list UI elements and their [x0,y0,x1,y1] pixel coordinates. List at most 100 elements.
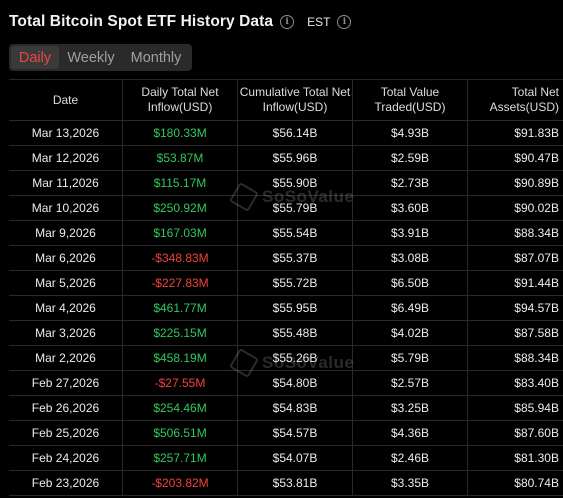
table-row: Mar 9,2026 $167.03M $55.54B $3.91B $88.34B [9,221,563,246]
column-header-net-assets[interactable]: Total Net Assets(USD) [489,85,559,114]
info-icon[interactable]: i [280,15,295,29]
cell-daily-inflow: $506.51M [123,421,238,445]
table-body: Mar 13,2026 $180.33M $56.14B $4.93B $91.83B M… [9,121,563,496]
cell-value-traded: $2.73B [353,171,468,195]
cell-date: Mar 11,2026 [9,171,123,195]
cell-date: Mar 4,2026 [9,296,123,320]
cell-value-traded: $6.50B [353,271,468,295]
column-header-cumulative-inflow[interactable]: Cumulative Total Net Inflow(USD) [238,80,353,120]
cell-value-traded: $3.25B [353,396,468,420]
cell-net-assets: $83.40B [514,376,559,390]
cell-cumulative-inflow: $53.81B [238,471,353,495]
table-row: Feb 24,2026 $257.71M $54.07B $2.46B $81.30B [9,446,563,471]
cell-daily-inflow: $250.92M [123,196,238,220]
column-header-date[interactable]: Date [9,80,123,120]
table-row: Mar 13,2026 $180.33M $56.14B $4.93B $91.83B [9,121,563,146]
table-row: Mar 4,2026 $461.77M $55.95B $6.49B $94.57B [9,296,563,321]
cell-daily-inflow: -$203.82M [123,471,238,495]
cell-cumulative-inflow: $54.07B [238,446,353,470]
table-row: Mar 2,2026 $458.19M $55.26B $5.79B $88.34B [9,346,563,371]
cell-daily-inflow: -$27.55M [123,371,238,395]
cell-date: Feb 23,2026 [9,471,123,495]
cell-daily-inflow: $115.17M [123,171,238,195]
cell-value-traded: $2.57B [353,371,468,395]
cell-daily-inflow: $254.46M [123,396,238,420]
column-header-value-traded[interactable]: Total Value Traded(USD) [353,80,468,120]
table-row: Feb 26,2026 $254.46M $54.83B $3.25B $85.94B [9,396,563,421]
cell-value-traded: $3.08B [353,246,468,270]
cell-date: Mar 13,2026 [9,121,123,145]
cell-daily-inflow: -$227.83M [123,271,238,295]
cell-net-assets: $88.34B [514,226,559,240]
cell-net-assets: $94.57B [514,301,559,315]
cell-date: Mar 9,2026 [9,221,123,245]
cell-cumulative-inflow: $55.96B [238,146,353,170]
cell-value-traded: $5.79B [353,346,468,370]
cell-daily-inflow: $225.15M [123,321,238,345]
cell-value-traded: $4.02B [353,321,468,345]
cell-net-assets: $85.94B [514,401,559,415]
period-tabs: Daily Weekly Monthly [9,44,192,71]
cell-date: Feb 25,2026 [9,421,123,445]
cell-value-traded: $4.93B [353,121,468,145]
table-row: Mar 11,2026 $115.17M $55.90B $2.73B $90.89B [9,171,563,196]
cell-net-assets: $87.07B [514,251,559,265]
cell-net-assets: $88.34B [514,351,559,365]
table-row: Mar 10,2026 $250.92M $55.79B $3.60B $90.02B [9,196,563,221]
cell-cumulative-inflow: $56.14B [238,121,353,145]
cell-date: Mar 12,2026 [9,146,123,170]
cell-net-assets: $91.83B [514,126,559,140]
cell-daily-inflow: $257.71M [123,446,238,470]
cell-cumulative-inflow: $55.79B [238,196,353,220]
cell-net-assets: $87.60B [514,426,559,440]
table-row: Mar 6,2026 -$348.83M $55.37B $3.08B $87.07B [9,246,563,271]
cell-value-traded: $6.49B [353,296,468,320]
cell-net-assets: $90.89B [514,176,559,190]
cell-net-assets: $91.44B [514,276,559,290]
cell-date: Mar 5,2026 [9,271,123,295]
cell-net-assets: $90.47B [514,151,559,165]
cell-net-assets: $87.58B [514,326,559,340]
tab-weekly[interactable]: Weekly [67,49,115,66]
cell-cumulative-inflow: $54.57B [238,421,353,445]
column-header-daily-inflow[interactable]: Daily Total Net Inflow(USD) [123,80,238,120]
cell-cumulative-inflow: $54.80B [238,371,353,395]
cell-date: Feb 26,2026 [9,396,123,420]
timezone-label: EST [307,15,331,29]
table-row: Feb 27,2026 -$27.55M $54.80B $2.57B $83.40B [9,371,563,396]
cell-value-traded: $4.36B [353,421,468,445]
tab-daily[interactable]: Daily [11,46,59,69]
cell-date: Mar 6,2026 [9,246,123,270]
cell-value-traded: $2.46B [353,446,468,470]
cell-cumulative-inflow: $55.72B [238,271,353,295]
etf-history-table: Date Daily Total Net Inflow(USD) Cumulat… [9,79,563,496]
cell-value-traded: $3.60B [353,196,468,220]
cell-daily-inflow: $458.19M [123,346,238,370]
cell-cumulative-inflow: $55.54B [238,221,353,245]
cell-net-assets: $90.02B [514,201,559,215]
cell-cumulative-inflow: $55.90B [238,171,353,195]
cell-date: Mar 10,2026 [9,196,123,220]
cell-value-traded: $3.91B [353,221,468,245]
cell-cumulative-inflow: $55.48B [238,321,353,345]
cell-cumulative-inflow: $54.83B [238,396,353,420]
cell-daily-inflow: $180.33M [123,121,238,145]
cell-daily-inflow: $167.03M [123,221,238,245]
cell-net-assets: $81.30B [514,451,559,465]
tab-monthly[interactable]: Monthly [130,49,182,66]
cell-date: Feb 27,2026 [9,371,123,395]
cell-daily-inflow: $461.77M [123,296,238,320]
table-header-row: Date Daily Total Net Inflow(USD) Cumulat… [9,80,563,121]
cell-daily-inflow: $53.87M [123,146,238,170]
cell-date: Mar 2,2026 [9,346,123,370]
cell-value-traded: $2.59B [353,146,468,170]
table-row: Mar 5,2026 -$227.83M $55.72B $6.50B $91.44B [9,271,563,296]
cell-date: Mar 3,2026 [9,321,123,345]
page-title: Total Bitcoin Spot ETF History Data [9,13,274,30]
header: Total Bitcoin Spot ETF History Data i ES… [9,11,352,33]
table-row: Feb 25,2026 $506.51M $54.57B $4.36B $87.60B [9,421,563,446]
cell-value-traded: $3.35B [353,471,468,495]
cell-cumulative-inflow: $55.26B [238,346,353,370]
cell-cumulative-inflow: $55.95B [238,296,353,320]
timezone-info-icon[interactable]: i [337,15,352,29]
